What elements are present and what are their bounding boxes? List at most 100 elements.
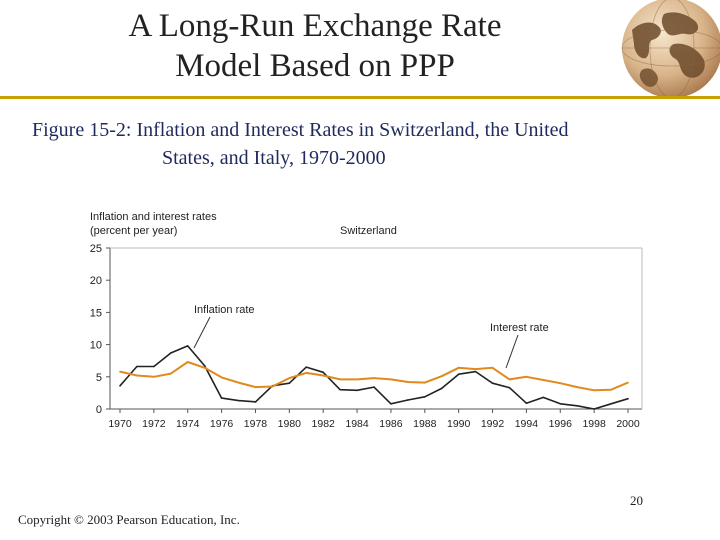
interest-rate-point: [170, 372, 172, 375]
inflation-rate-point: [390, 403, 392, 405]
interest-rate-point: [119, 370, 121, 373]
interest-rate-point: [203, 366, 206, 369]
inflation-rate-point: [627, 397, 629, 400]
x-tick-label: 1994: [515, 418, 539, 430]
inflation-rate-point: [576, 404, 578, 407]
interest-rate-point: [305, 372, 308, 374]
inflation-rate-point: [186, 345, 189, 347]
x-tick-label: 1972: [142, 418, 166, 430]
y-axis-label-line2: (percent per year): [90, 225, 177, 237]
inflation-rate-point: [407, 399, 409, 401]
x-tick-label: 1988: [413, 418, 437, 430]
globe-icon: [621, 0, 720, 99]
inflation-rate-annotation: Inflation rate: [194, 304, 255, 316]
interest-rate-point: [407, 381, 409, 383]
inflation-rate-point: [491, 382, 494, 385]
figure-caption-line1: : Inflation and Interest Rates in Switze…: [125, 119, 569, 141]
inflation-rate-point: [153, 365, 155, 368]
inflation-rate-point: [288, 382, 291, 385]
interest-rate-point: [525, 376, 528, 378]
inflation-rate-point: [542, 396, 545, 399]
x-tick-label: 1992: [481, 418, 505, 430]
y-tick-label: 20: [90, 275, 102, 287]
inflation-rate-leader-line: [193, 316, 211, 349]
x-tick-label: 1978: [244, 418, 268, 430]
figure-label: Figure 15-2: [32, 119, 126, 141]
interest-rate-point: [491, 366, 494, 369]
inflation-rate-point: [457, 373, 460, 376]
x-tick-label: 2000: [616, 418, 640, 430]
interest-rate-point: [136, 374, 138, 377]
interest-rate-point: [271, 385, 274, 388]
figure-caption-line2: States, and Italy, 1970-2000: [162, 147, 386, 169]
chart-title: Switzerland: [340, 225, 397, 237]
inflation-rate-point: [440, 387, 443, 390]
inflation-rate-point: [474, 370, 477, 373]
interest-rate-point: [373, 377, 375, 379]
inflation-rate-point: [339, 388, 341, 391]
slide-title: A Long-Run Exchange Rate Model Based on …: [60, 6, 570, 86]
inflation-rate-point: [203, 365, 206, 367]
interest-rate-leader-line: [505, 334, 519, 369]
x-tick-label: 1990: [447, 418, 471, 430]
y-tick-label: 15: [90, 307, 102, 319]
interest-rate-point: [457, 366, 460, 369]
inflation-rate-point: [170, 352, 172, 354]
x-tick-label: 1974: [176, 418, 200, 430]
interest-rate-point: [508, 378, 511, 381]
copyright-text: Copyright © 2003 Pearson Education, Inc.: [18, 512, 240, 527]
y-tick-label: 25: [90, 243, 102, 255]
y-tick-label: 5: [96, 372, 102, 384]
inflation-rate-point: [322, 371, 324, 374]
interest-rate-point: [474, 368, 477, 370]
inflation-rate-point: [559, 403, 562, 405]
interest-rate-point: [288, 377, 291, 379]
inflation-rate-point: [593, 408, 595, 410]
x-tick-label: 1996: [549, 418, 573, 430]
x-tick-label: 1998: [582, 418, 606, 430]
interest-rate-point: [627, 381, 629, 384]
inflation-rate-point: [237, 399, 240, 402]
page-number: 20: [630, 493, 643, 508]
inflation-rate-point: [119, 385, 121, 387]
inflation-rate-point: [508, 386, 511, 389]
interest-rate-point: [542, 379, 545, 381]
interest-rate-point: [593, 389, 595, 392]
figure-caption: Figure 15-2: Inflation and Interest Rate…: [32, 116, 702, 172]
inflation-rate-point: [610, 403, 612, 405]
x-tick-label: 1982: [312, 418, 336, 430]
slide-title-line1: A Long-Run Exchange Rate: [128, 8, 502, 44]
x-tick-label: 1976: [210, 418, 234, 430]
inflation-rate-point: [424, 395, 426, 398]
x-tick-label: 1980: [278, 418, 302, 430]
slide-title-line2: Model Based on PPP: [175, 48, 455, 84]
interest-rate-point: [237, 381, 240, 384]
interest-rate-line: [119, 361, 629, 392]
inflation-rate-point: [356, 389, 358, 392]
interest-rate-point: [220, 376, 223, 379]
interest-rate-point: [390, 378, 392, 381]
interest-rate-point: [339, 378, 341, 381]
inflation-rate-point: [305, 366, 308, 368]
interest-rate-point: [559, 382, 562, 385]
interest-rate-point: [153, 376, 155, 378]
inflation-rate-point: [220, 397, 223, 399]
y-tick-label: 10: [90, 340, 102, 352]
interest-rate-point: [424, 381, 426, 384]
interest-rate-point: [322, 374, 324, 377]
interest-rate-point: [254, 386, 257, 388]
interest-rate-annotation: Interest rate: [490, 322, 549, 334]
interest-rate-point: [356, 378, 358, 381]
interest-rate-point: [610, 388, 612, 391]
interest-rate-point: [576, 386, 578, 388]
line-chart: Inflation and interest rates (percent pe…: [90, 211, 643, 430]
inflation-rate-point: [136, 365, 138, 368]
x-tick-label: 1984: [345, 418, 369, 430]
inflation-rate-point: [373, 386, 375, 388]
inflation-rate-point: [254, 401, 257, 403]
interest-rate-point: [440, 375, 443, 377]
x-tick-label: 1970: [108, 418, 132, 430]
inflation-rate-point: [525, 402, 528, 405]
interest-rate-point: [186, 361, 189, 363]
y-axis-label-line1: Inflation and interest rates: [90, 211, 217, 223]
